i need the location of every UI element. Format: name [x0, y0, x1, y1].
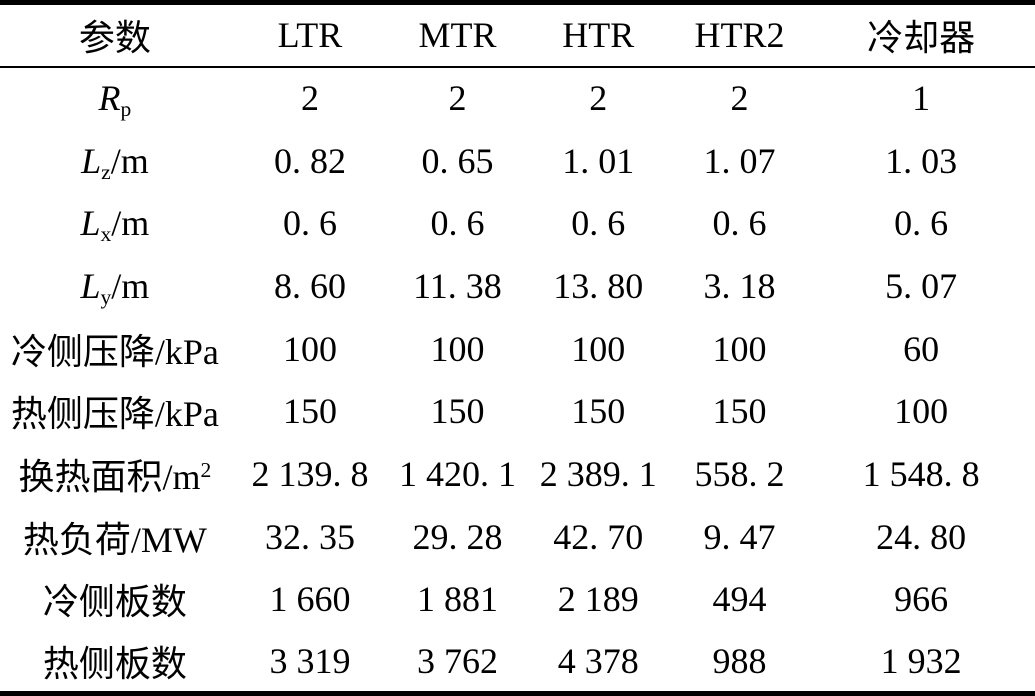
param-part: L [81, 140, 102, 181]
param-part: R [98, 78, 121, 119]
param-part: /m [110, 140, 149, 181]
table-row: Lx/m 0. 6 0. 6 0. 6 0. 6 0. 6 [0, 192, 1035, 255]
value-cell-ltr: 2 [300, 78, 319, 119]
table-row: Rp 2 2 2 2 1 [0, 67, 1035, 130]
value-cell-cooler: 966 [894, 579, 949, 620]
param-part: x [100, 222, 112, 247]
value-cell-htr2: 988 [712, 640, 767, 681]
param-part: /m [111, 265, 150, 306]
value-cell-htr2: 558. 2 [694, 453, 785, 494]
value-cell-mtr: 11. 38 [413, 265, 502, 306]
value-cell-ltr: 32. 35 [264, 516, 355, 557]
value-cell-ltr: 2 139. 8 [251, 453, 369, 494]
value-cell-htr: 0. 6 [571, 203, 626, 244]
table-row: Lz/m 0. 82 0. 65 1. 01 1. 07 1. 03 [0, 129, 1035, 192]
value-cell-mtr: 1 420. 1 [398, 453, 516, 494]
value-cell-htr: 4 378 [557, 640, 639, 681]
value-cell-cooler: 1 548. 8 [862, 453, 980, 494]
value-cell-cooler: 100 [894, 391, 949, 432]
column-header-mtr: MTR [418, 15, 497, 56]
column-header-ltr: LTR [277, 15, 343, 56]
value-cell-mtr: 2 [448, 78, 467, 119]
param-cell: Ly/m [0, 255, 230, 318]
table-row: 热侧压降/kPa 150 150 150 150 100 [0, 380, 1035, 443]
param-cell: 冷侧压降/kPa [0, 317, 230, 380]
param-cell: 热侧板数 [0, 631, 230, 694]
value-cell-ltr: 1 660 [269, 579, 351, 620]
value-cell-htr2: 494 [712, 579, 767, 620]
param-cell: 热负荷/MW [0, 505, 230, 568]
param-part: /m [111, 203, 150, 244]
value-cell-htr: 2 389. 1 [539, 453, 657, 494]
table-row: 冷侧板数 1 660 1 881 2 189 494 966 [0, 568, 1035, 631]
value-cell-cooler: 1 932 [880, 640, 962, 681]
value-cell-cooler: 0. 6 [894, 203, 949, 244]
param-part: 热负荷/MW [22, 519, 207, 560]
column-header-htr2: HTR2 [694, 15, 785, 56]
param-part: 2 [200, 458, 212, 483]
param-cell: Rp [0, 67, 230, 130]
value-cell-htr2: 1. 07 [703, 140, 776, 181]
param-cell: 热侧压降/kPa [0, 380, 230, 443]
param-part: z [101, 159, 111, 184]
value-cell-mtr: 0. 65 [421, 140, 494, 181]
value-cell-mtr: 1 881 [416, 579, 498, 620]
param-cell: Lz/m [0, 129, 230, 192]
table-row: 换热面积/m2 2 139. 8 1 420. 1 2 389. 1 558. 2 1 5… [0, 443, 1035, 506]
value-cell-htr2: 9. 47 [703, 516, 776, 557]
value-cell-htr: 150 [571, 391, 626, 432]
table-body: Rp 2 2 2 2 1 Lz/m 0. 82 0. 65 1. 01 1. 07 1. 03 Lx/m… [0, 67, 1035, 694]
value-cell-htr: 100 [571, 328, 626, 369]
table-row: 热负荷/MW 32. 35 29. 28 42. 70 9. 47 24. 80 [0, 505, 1035, 568]
value-cell-ltr: 3 319 [269, 640, 351, 681]
value-cell-ltr: 0. 82 [273, 140, 346, 181]
value-cell-ltr: 0. 6 [282, 203, 337, 244]
value-cell-htr2: 3. 18 [703, 265, 776, 306]
value-cell-ltr: 8. 60 [273, 265, 346, 306]
value-cell-mtr: 29. 28 [412, 516, 503, 557]
value-cell-cooler: 1 [912, 78, 931, 119]
param-part: 冷侧板数 [42, 582, 187, 623]
value-cell-htr: 2 [589, 78, 608, 119]
param-part: p [120, 97, 132, 122]
value-cell-htr2: 2 [730, 78, 749, 119]
value-cell-mtr: 100 [430, 328, 485, 369]
column-header-param: 参数 [78, 18, 151, 59]
param-part: 热侧板数 [42, 643, 187, 684]
value-cell-htr: 1. 01 [562, 140, 635, 181]
table-row: 冷侧压降/kPa 100 100 100 100 60 [0, 317, 1035, 380]
value-cell-mtr: 150 [430, 391, 485, 432]
value-cell-mtr: 0. 6 [430, 203, 485, 244]
value-cell-ltr: 100 [282, 328, 337, 369]
value-cell-htr2: 0. 6 [712, 203, 767, 244]
param-cell: 换热面积/m2 [0, 443, 230, 506]
value-cell-htr2: 150 [712, 391, 767, 432]
param-part: 热侧压降/kPa [10, 394, 219, 435]
value-cell-htr: 13. 80 [553, 265, 644, 306]
value-cell-cooler: 5. 07 [885, 265, 958, 306]
value-cell-htr: 2 189 [557, 579, 639, 620]
param-part: 换热面积/m [18, 456, 201, 497]
param-part: 冷侧压降/kPa [10, 331, 219, 372]
param-cell: 冷侧板数 [0, 568, 230, 631]
param-part: y [100, 284, 112, 309]
header-row: 参数 LTR MTR HTR HTR2 冷却器 [0, 3, 1035, 67]
table-header: 参数 LTR MTR HTR HTR2 冷却器 [0, 3, 1035, 67]
table-row: Ly/m 8. 60 11. 38 13. 80 3. 18 5. 07 [0, 255, 1035, 318]
column-header-cooler: 冷却器 [867, 18, 976, 59]
value-cell-cooler: 1. 03 [885, 140, 958, 181]
param-cell: Lx/m [0, 192, 230, 255]
column-header-htr: HTR [562, 15, 635, 56]
value-cell-htr: 42. 70 [553, 516, 644, 557]
value-cell-mtr: 3 762 [416, 640, 498, 681]
value-cell-cooler: 60 [903, 328, 940, 369]
param-part: L [80, 265, 101, 306]
value-cell-htr2: 100 [712, 328, 767, 369]
value-cell-cooler: 24. 80 [876, 516, 967, 557]
param-part: L [80, 203, 101, 244]
value-cell-ltr: 150 [282, 391, 337, 432]
table-row: 热侧板数 3 319 3 762 4 378 988 1 932 [0, 631, 1035, 694]
